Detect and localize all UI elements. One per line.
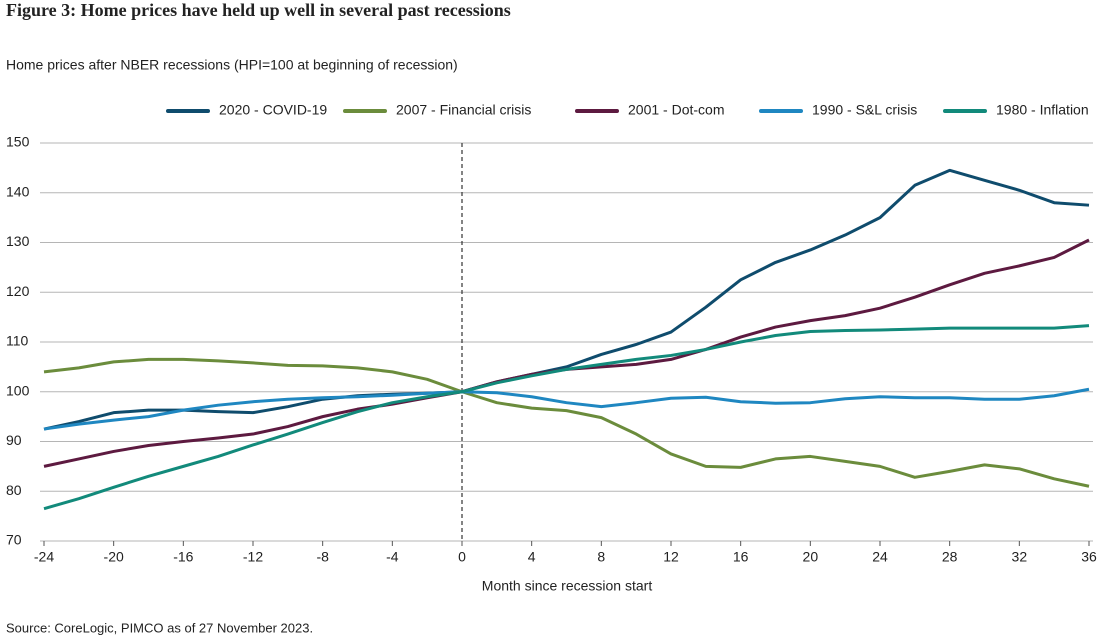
x-tick-label: -16 [173, 549, 193, 565]
chart-subtitle: Home prices after NBER recessions (HPI=1… [6, 57, 458, 73]
series-line [43, 238, 1090, 468]
legend-label: 2007 - Financial crisis [396, 102, 531, 118]
y-tick-label: 130 [6, 233, 30, 249]
x-tick-label: -20 [104, 549, 124, 565]
y-tick-label: 70 [6, 532, 22, 548]
chart-title: Figure 3: Home prices have held up well … [6, 0, 511, 20]
legend-label: 2020 - COVID-19 [219, 102, 327, 118]
legend-label: 2001 - Dot-com [628, 102, 724, 118]
y-tick-label: 150 [6, 134, 30, 150]
x-tick-label: 24 [872, 549, 888, 565]
y-tick-label: 120 [6, 283, 30, 299]
x-tick-label: 28 [942, 549, 958, 565]
source-note: Source: CoreLogic, PIMCO as of 27 Novemb… [6, 620, 313, 635]
y-tick-label: 140 [6, 183, 30, 199]
x-tick-label: 8 [597, 549, 605, 565]
y-tick-label: 110 [6, 333, 29, 349]
series-line [43, 324, 1090, 511]
x-axis-label: Month since recession start [482, 578, 653, 594]
x-tick-label: -12 [243, 549, 263, 565]
x-tick-label: -4 [386, 549, 399, 565]
y-tick-label: 80 [6, 482, 22, 498]
x-tick-label: 4 [528, 549, 536, 565]
y-tick-label: 100 [6, 382, 30, 398]
x-tick-label: -24 [34, 549, 54, 565]
x-tick-label: 36 [1081, 549, 1097, 565]
x-tick-label: 0 [458, 549, 466, 565]
series-line [43, 168, 1090, 431]
x-tick-label: 32 [1012, 549, 1028, 565]
x-tick-label: 12 [663, 549, 679, 565]
y-tick-label: 90 [6, 432, 22, 448]
x-tick-label: -8 [316, 549, 329, 565]
series-line [43, 357, 1090, 488]
legend-label: 1980 - Inflation [996, 102, 1089, 118]
x-tick-label: 20 [803, 549, 819, 565]
x-tick-label: 16 [733, 549, 749, 565]
legend-label: 1990 - S&L crisis [812, 102, 917, 118]
series-line [43, 387, 1090, 431]
